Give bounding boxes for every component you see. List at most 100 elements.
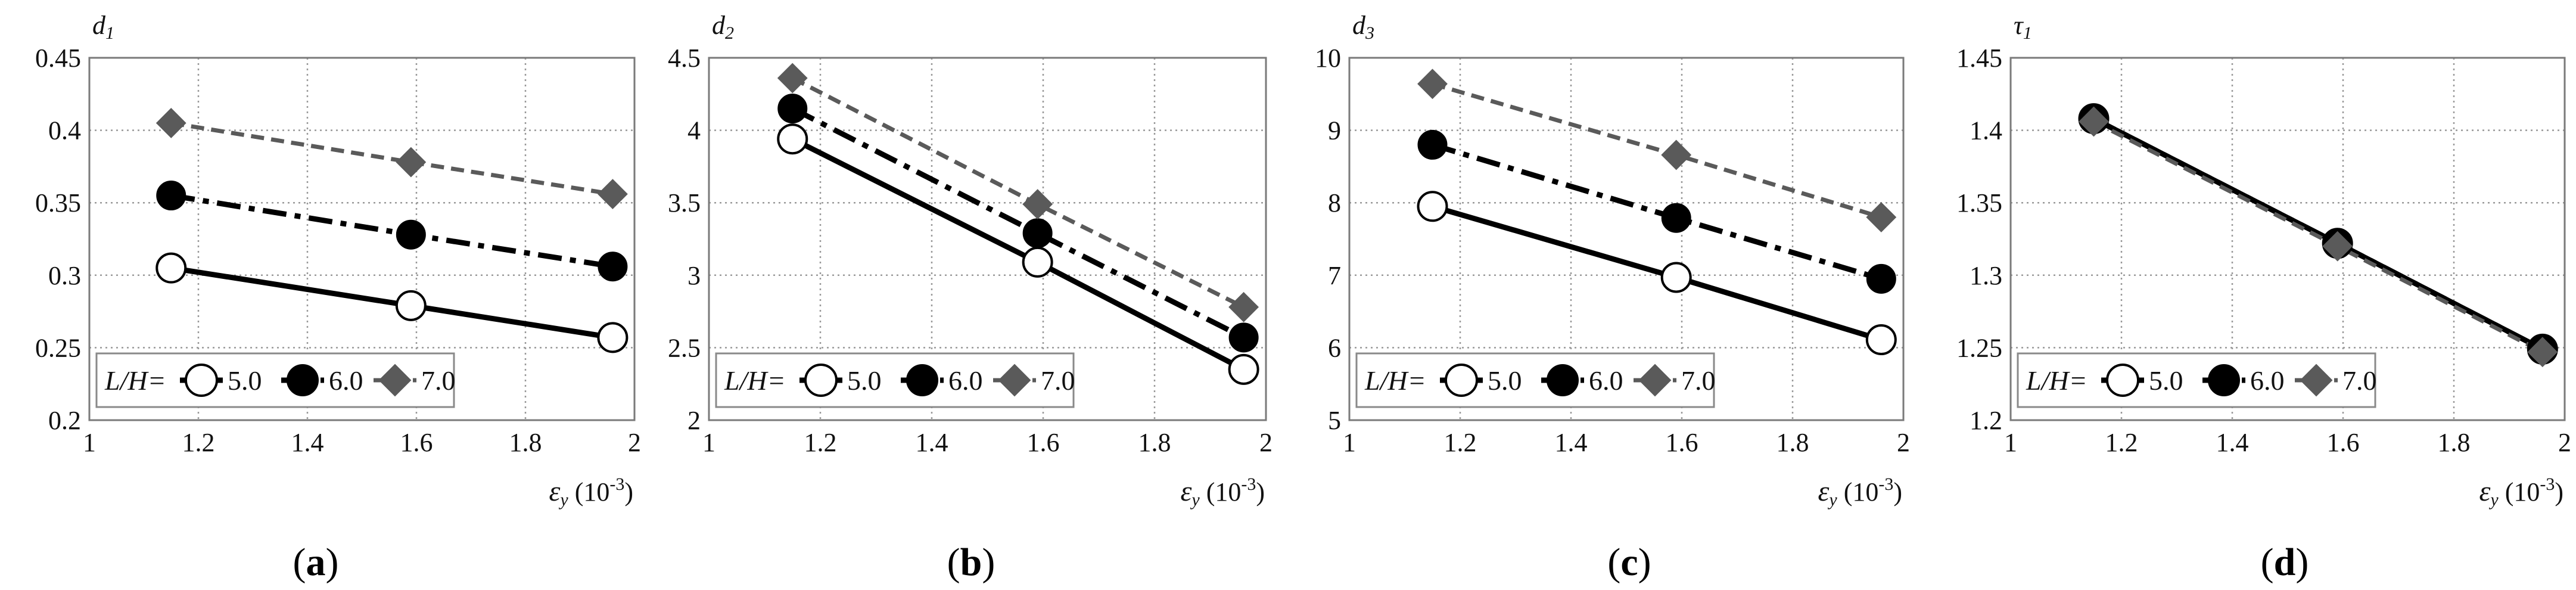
x-tick-label: 1 <box>83 428 96 457</box>
data-point-6.0 <box>1866 263 1896 294</box>
legend-marker-7.0 <box>378 364 412 397</box>
data-point-7.0 <box>2322 231 2353 262</box>
legend-label-5.0: 5.0 <box>228 365 262 396</box>
panel-caption: (b) <box>947 541 995 584</box>
x-tick-label: 1 <box>2004 428 2017 457</box>
legend: L/H= 5.0 6.0 7.0 <box>95 352 456 408</box>
legend-marker-6.0 <box>906 364 938 396</box>
x-tick-label: 1 <box>702 428 715 457</box>
y-tick-label: 1.2 <box>1970 406 2002 435</box>
y-tick-label: 0.3 <box>48 261 81 290</box>
data-point-5.0 <box>1865 324 1897 356</box>
x-tick-label: 2 <box>1259 428 1273 457</box>
legend-label-5.0: 5.0 <box>2149 365 2183 396</box>
legend-label-5.0: 5.0 <box>847 365 882 396</box>
data-point-5.0 <box>1022 246 1053 278</box>
legend-label-7.0: 7.0 <box>2342 365 2377 396</box>
x-tick-label: 1.6 <box>1666 428 1698 457</box>
x-tick-label: 2 <box>628 428 641 457</box>
y-tick-label: 9 <box>1328 116 1341 145</box>
y-tick-label: 4.5 <box>668 44 701 73</box>
legend-marker-7.0 <box>2300 364 2333 397</box>
legend-label-7.0: 7.0 <box>421 365 456 396</box>
data-point-6.0 <box>1022 218 1053 249</box>
y-tick-label: 1.45 <box>1956 44 2002 73</box>
data-point-7.0 <box>1022 189 1053 220</box>
x-tick-label: 1.2 <box>1444 428 1477 457</box>
data-point-6.0 <box>1228 322 1259 353</box>
panel-caption: (a) <box>293 541 339 584</box>
y-tick-label: 3 <box>687 261 701 290</box>
y-tick-label: 0.25 <box>35 333 81 362</box>
chart-panel-c: 1 1.2 1.4 1.6 1.8 2 5 6 7 8 9 10 d3 εy (10-3) L/H= 5.0 6… <box>1315 11 1910 584</box>
legend-prefix: L/H= <box>1364 365 1426 396</box>
legend-label-6.0: 6.0 <box>2250 365 2285 396</box>
legend-marker-7.0 <box>998 364 1031 397</box>
legend-marker-6.0 <box>2208 364 2240 396</box>
data-point-5.0 <box>155 252 187 284</box>
y-tick-label: 1.25 <box>1956 333 2002 362</box>
data-point-7.0 <box>1417 69 1448 100</box>
legend-label-6.0: 6.0 <box>329 365 363 396</box>
chart-panel-d: 1 1.2 1.4 1.6 1.8 21.21.251.31.351.41.45τ1εy … <box>1956 11 2571 584</box>
x-axis-label: εy (10-3) <box>549 474 633 510</box>
data-point-5.0 <box>1417 191 1448 222</box>
y-tick-label: 2.5 <box>668 333 701 362</box>
legend-marker-5.0 <box>185 364 218 397</box>
y-tick-label: 4 <box>687 116 701 145</box>
plot-frame <box>708 57 1267 421</box>
x-tick-label: 1.6 <box>2327 428 2360 457</box>
y-tick-label: 8 <box>1328 188 1341 218</box>
y-tick-label: 3.5 <box>668 188 701 218</box>
legend-marker-5.0 <box>2106 364 2139 397</box>
data-point-6.0 <box>396 219 426 250</box>
legend-marker-5.0 <box>804 364 838 397</box>
y-tick-label: 0.4 <box>48 116 81 145</box>
legend-marker-5.0 <box>1445 364 1478 397</box>
panel-caption: (d) <box>2261 541 2309 584</box>
y-axis-label: d2 <box>712 11 734 43</box>
x-tick-label: 1.8 <box>1138 428 1171 457</box>
legend-marker-7.0 <box>1638 364 1672 397</box>
data-point-5.0 <box>395 290 427 321</box>
x-tick-label: 1 <box>1343 428 1356 457</box>
legend-prefix: L/H= <box>104 365 166 396</box>
x-tick-label: 1.2 <box>2105 428 2138 457</box>
y-tick-label: 2 <box>687 406 701 435</box>
x-tick-label: 2 <box>1897 428 1910 457</box>
data-point-7.0 <box>1866 202 1897 232</box>
legend-label-7.0: 7.0 <box>1681 365 1716 396</box>
y-axis-label: τ1 <box>2014 11 2032 43</box>
chart-panel-a: 1 1.2 1.4 1.6 1.8 2 0.2 0.25 0.3 0.35 0.4 0.45 d1 εy … <box>35 11 641 584</box>
legend-label-6.0: 6.0 <box>1589 365 1623 396</box>
y-tick-label: 10 <box>1315 44 1341 73</box>
legend-marker-6.0 <box>1547 364 1579 396</box>
legend-marker-6.0 <box>287 364 319 396</box>
x-tick-label: 1.4 <box>291 428 324 457</box>
x-tick-label: 1.2 <box>182 428 215 457</box>
series-line-6.0 <box>2092 116 2544 352</box>
data-point-5.0 <box>1660 262 1692 293</box>
data-point-6.0 <box>1417 129 1448 160</box>
x-tick-label: 1.2 <box>804 428 837 457</box>
x-tick-label: 1.4 <box>2216 428 2249 457</box>
data-point-7.0 <box>2079 106 2109 137</box>
legend-prefix: L/H= <box>2026 365 2087 396</box>
x-tick-label: 1.8 <box>2438 428 2471 457</box>
data-point-7.0 <box>1661 139 1692 170</box>
data-point-7.0 <box>597 179 628 210</box>
y-tick-label: 0.45 <box>35 44 81 73</box>
y-tick-label: 0.35 <box>35 188 81 218</box>
y-tick-label: 1.35 <box>1956 188 2002 218</box>
y-axis-label: d1 <box>92 11 114 43</box>
chart-panel-b: 1 1.2 1.4 1.6 1.8 2 2 2.5 3 3.5 4 4.5 d2 εy (10-3) L/H… <box>668 11 1273 584</box>
legend-prefix: L/H= <box>724 365 786 396</box>
plot-frame <box>2009 57 2566 421</box>
x-tick-label: 1.8 <box>509 428 542 457</box>
x-tick-label: 1.8 <box>1777 428 1809 457</box>
data-point-6.0 <box>777 94 808 124</box>
x-axis-label: εy (10-3) <box>1180 474 1265 510</box>
y-tick-label: 1.3 <box>1970 261 2002 290</box>
y-tick-label: 0.2 <box>48 406 81 435</box>
data-point-6.0 <box>598 251 628 282</box>
